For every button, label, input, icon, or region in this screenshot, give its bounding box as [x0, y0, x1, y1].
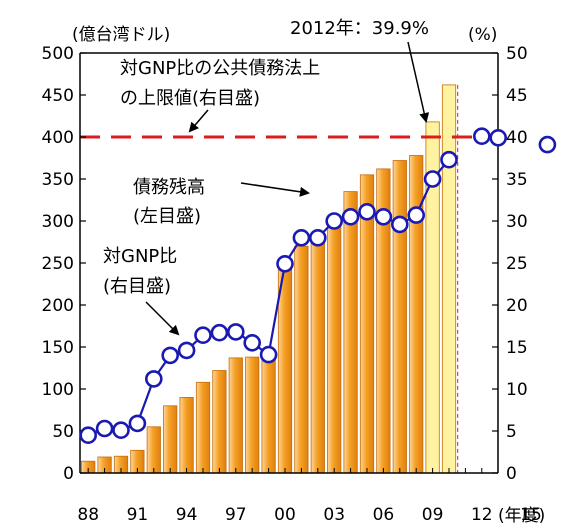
debt-bar-1993 — [163, 405, 178, 474]
right-tick-label: 50 — [506, 44, 528, 64]
debt-label-line1: 債務残高 — [133, 177, 205, 198]
gnp-ratio-point-1995 — [194, 326, 212, 345]
right-tick-label: 35 — [506, 170, 528, 190]
right-tick-label: 0 — [506, 464, 517, 484]
left-tick-label: 500 — [42, 44, 74, 64]
gnp-ratio-point-1997 — [227, 323, 245, 341]
gnp-ratio-point-2008 — [407, 206, 426, 224]
point-2012-label: 2012年：39.9% — [290, 18, 429, 39]
gnp-ratio-forecast-point-2016 — [538, 135, 557, 154]
limit-label-line1: 対GNP比の公共債務法上 — [120, 58, 320, 79]
gnp-ratio-point-1996 — [210, 323, 229, 342]
bars-layer — [81, 84, 459, 474]
debt-label-arrow — [240, 182, 310, 197]
debt-bar-2001 — [294, 245, 309, 474]
ratio-line-layer — [79, 127, 557, 445]
left-tick-label: 250 — [42, 254, 74, 274]
x-tick-label: 94 — [176, 505, 198, 525]
gnp-ratio-point-1988 — [79, 426, 97, 445]
x-tick-label: 97 — [225, 505, 247, 525]
limit-label-arrow — [188, 109, 209, 133]
right-tick-label: 40 — [506, 128, 528, 148]
limit-label-line2: の上限値(右目盛) — [120, 88, 260, 109]
x-tick-label: 12 — [471, 505, 493, 525]
ratio-label-arrow — [145, 301, 180, 336]
left-axis-unit: (億台湾ドル) — [72, 25, 170, 45]
debt-bar-2010 — [441, 84, 457, 474]
right-tick-label: 15 — [506, 338, 528, 358]
gnp-ratio-point-2002 — [308, 229, 327, 247]
gnp-ratio-point-1990 — [112, 421, 130, 440]
debt-label-line2: (左目盛) — [133, 206, 201, 227]
gnp-ratio-point-1991 — [128, 414, 147, 433]
left-tick-label: 450 — [42, 86, 74, 106]
ratio-label-line2: (右目盛) — [103, 276, 171, 297]
x-tick-label: 03 — [323, 505, 345, 525]
debt-bar-2002 — [310, 233, 325, 474]
right-tick-label: 30 — [506, 212, 528, 232]
x-tick-label: 15 — [520, 505, 542, 525]
left-tick-label: 350 — [42, 170, 74, 190]
debt-bar-2003 — [327, 220, 342, 474]
debt-bar-1994 — [179, 396, 194, 474]
left-tick-label: 200 — [42, 296, 74, 316]
left-tick-label: 50 — [52, 422, 74, 442]
gnp-ratio-point-1994 — [177, 341, 196, 360]
x-tick-label: 88 — [77, 505, 99, 525]
left-tick-label: 0 — [63, 464, 74, 484]
gnp-ratio-point-2009 — [423, 170, 442, 188]
gnp-ratio-point-2001 — [292, 229, 311, 247]
debt-bar-1996 — [212, 370, 227, 474]
x-axis-unit: (年度) — [498, 506, 545, 526]
gnp-ratio-point-1993 — [161, 346, 179, 365]
gnp-ratio-point-2000 — [276, 254, 294, 273]
gnp-ratio-point-1998 — [243, 333, 261, 352]
right-tick-label: 10 — [506, 380, 528, 400]
x-tick-label: 91 — [127, 505, 149, 525]
gnp-ratio-point-1989 — [95, 419, 114, 438]
debt-bar-1995 — [195, 381, 211, 474]
left-tick-label: 400 — [42, 128, 74, 148]
left-tick-label: 100 — [42, 380, 74, 400]
tick-labels-layer: 0501001502002503003504004505000510152025… — [42, 44, 542, 525]
right-axis-unit: (%) — [468, 25, 497, 45]
debt-bar-1998 — [245, 356, 260, 474]
left-tick-label: 300 — [42, 212, 74, 232]
x-tick-label: 06 — [373, 505, 395, 525]
gnp-ratio-point-2003 — [325, 212, 344, 230]
gnp-ratio-point-2006 — [374, 208, 393, 226]
right-tick-label: 25 — [506, 254, 528, 274]
gnp-ratio-point-2010 — [440, 150, 458, 169]
gnp-ratio-point-1999 — [259, 345, 278, 364]
debt-bar-1997 — [228, 357, 243, 474]
left-tick-label: 150 — [42, 338, 74, 358]
gnp-ratio-forecast-point-2012 — [472, 127, 491, 145]
gnp-ratio-point-1992 — [145, 370, 163, 388]
debt-bar-2007 — [392, 160, 407, 474]
right-tick-label: 45 — [506, 86, 528, 106]
x-tick-label: 00 — [274, 505, 296, 525]
debt-bar-2004 — [343, 191, 358, 474]
gnp-ratio-point-2004 — [341, 208, 360, 226]
debt-bar-1992 — [146, 426, 161, 474]
x-tick-label: 09 — [422, 505, 444, 525]
right-tick-label: 5 — [506, 422, 517, 442]
ratio-label-line1: 対GNP比 — [103, 246, 177, 267]
debt-bar-1999 — [261, 356, 276, 474]
gnp-ratio-forecast-point-2013 — [489, 129, 508, 147]
right-tick-label: 20 — [506, 296, 528, 316]
gnp-ratio-point-2005 — [358, 203, 376, 221]
gnp-ratio-point-2007 — [390, 215, 409, 234]
point-2012-arrow — [407, 41, 430, 123]
